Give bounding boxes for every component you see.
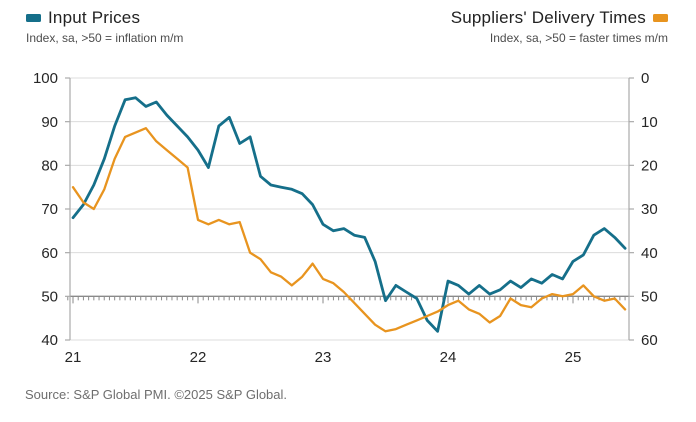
left-axis-tick-label: 60 <box>41 245 58 262</box>
right-axis-tick-label: 60 <box>641 332 658 349</box>
left-axis-tick-label: 70 <box>41 201 58 218</box>
left-axis-tick-label: 80 <box>41 158 58 175</box>
right-axis-tick-label: 50 <box>641 289 658 306</box>
source-note: Source: S&P Global PMI. ©2025 S&P Global… <box>25 387 288 402</box>
legend-input-prices-label: Input Prices <box>48 8 141 27</box>
x-axis-year-label: 25 <box>565 349 582 366</box>
legend-delivery-times-label: Suppliers' Delivery Times <box>450 8 646 27</box>
x-axis-year-label: 22 <box>190 349 207 366</box>
left-axis-tick-label: 40 <box>41 332 58 349</box>
left-axis-tick-label: 50 <box>41 289 58 306</box>
x-axis-year-label: 21 <box>65 349 82 366</box>
legend-delivery-times-subtitle: Index, sa, >50 = faster times m/m <box>489 31 668 45</box>
right-axis-tick-label: 20 <box>641 158 658 175</box>
x-axis-year-label: 24 <box>440 349 457 366</box>
x-axis-year-label: 23 <box>315 349 332 366</box>
delivery-times-line <box>71 127 627 333</box>
legend-input-prices: Input Prices Index, sa, >50 = inflation … <box>26 8 183 45</box>
legend-delivery-times: Suppliers' Delivery Times Index, sa, >50… <box>451 8 668 45</box>
input-prices-swatch-icon <box>26 14 41 22</box>
input-prices-line <box>71 96 627 333</box>
right-axis-tick-label: 40 <box>641 245 658 262</box>
legend-input-prices-subtitle: Index, sa, >50 = inflation m/m <box>26 31 184 45</box>
left-axis-tick-label: 90 <box>41 114 58 131</box>
right-axis-tick-label: 10 <box>641 114 658 131</box>
right-axis-tick-label: 0 <box>641 70 649 87</box>
delivery-times-swatch-icon <box>653 14 668 22</box>
left-axis-tick-label: 100 <box>33 70 58 87</box>
right-axis-tick-label: 30 <box>641 201 658 218</box>
